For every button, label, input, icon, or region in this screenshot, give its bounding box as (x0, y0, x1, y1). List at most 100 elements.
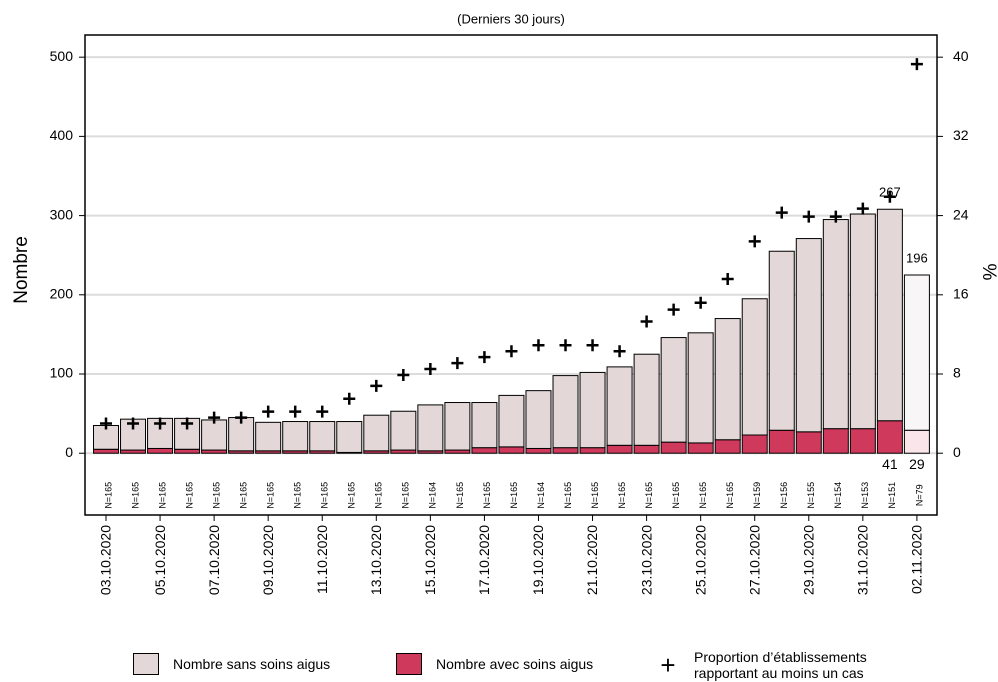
n-label: N=151 (887, 482, 897, 509)
x-tick-label: 15.10.2020 (422, 525, 438, 595)
legend-label: Proportion d’établissements rapportant a… (694, 649, 867, 681)
n-label: N=156 (779, 482, 789, 509)
n-label: N=165 (347, 482, 357, 509)
n-label: N=165 (239, 482, 249, 509)
cross-marker (667, 303, 680, 316)
n-label: N=165 (455, 482, 465, 509)
bar-segment (795, 238, 822, 433)
cross-marker (775, 206, 788, 219)
bar-segment (876, 420, 903, 454)
cross-marker (532, 339, 545, 352)
y2-tick-label: 0 (953, 444, 961, 460)
bar-segment (147, 447, 174, 454)
cross-marker (289, 405, 302, 418)
n-label: N=165 (266, 482, 276, 509)
bar-segment (498, 394, 525, 448)
cross-marker (586, 339, 599, 352)
cross-marker (370, 379, 383, 392)
bar-segment (741, 298, 768, 436)
cross-marker (748, 235, 761, 248)
bar-segment (417, 404, 444, 452)
n-label: N=159 (752, 482, 762, 509)
y2-tick-label: 16 (953, 286, 969, 302)
cross-marker (181, 417, 194, 430)
bar-segment (849, 213, 876, 430)
bar-segment (687, 332, 714, 444)
n-label: N=165 (698, 482, 708, 509)
value-label: 267 (879, 185, 901, 200)
cross-marker (829, 210, 842, 223)
y-tick-label: 500 (50, 48, 74, 64)
legend-swatch: + (660, 650, 676, 680)
x-tick-label: 19.10.2020 (530, 525, 546, 595)
bar-segment (552, 375, 579, 449)
legend-label: Nombre sans soins aigus (173, 656, 331, 672)
bar-segment (660, 441, 687, 454)
bar-segment (390, 410, 417, 451)
n-label: N=165 (103, 482, 113, 509)
bar-segment (822, 219, 849, 430)
n-label: N=154 (833, 482, 843, 509)
n-label: N=165 (374, 482, 384, 509)
n-label: N=165 (590, 482, 600, 509)
bar-segment (174, 448, 201, 454)
cross-marker (343, 392, 356, 405)
bar-segment (660, 337, 687, 443)
value-label: 29 (909, 456, 925, 472)
cross-marker (154, 417, 167, 430)
chart-title: (Derniers 30 jours) (457, 11, 565, 26)
y-tick-label: 100 (50, 365, 74, 381)
legend-swatch (396, 653, 422, 675)
n-label: N=165 (401, 482, 411, 509)
x-tick-label: 17.10.2020 (476, 525, 492, 595)
bar-segment (606, 444, 633, 454)
cross-marker (505, 345, 518, 358)
x-tick-label: 07.10.2020 (206, 525, 222, 595)
bar-segment (579, 447, 606, 454)
cross-marker (100, 417, 112, 430)
cross-marker (640, 315, 653, 328)
n-label: N=165 (482, 482, 492, 509)
plot-frame (84, 34, 938, 516)
n-label: N=155 (806, 482, 816, 509)
cross-marker (316, 405, 329, 418)
x-tick-label: 31.10.2020 (855, 525, 871, 595)
y-tick-label: 300 (50, 206, 74, 222)
value-label: 41 (882, 456, 898, 472)
y2-tick-label: 40 (953, 48, 969, 64)
y2-label: % (978, 264, 998, 281)
n-label: N=165 (563, 482, 573, 509)
n-label: N=165 (293, 482, 303, 509)
n-label: N=165 (211, 482, 221, 509)
bar-segment (309, 421, 336, 452)
bar-segment (714, 318, 741, 441)
bar-segment (768, 429, 795, 454)
n-label: N=164 (428, 482, 438, 509)
bar-segment (795, 431, 822, 454)
chart: (Derniers 30 jours) Nombre % 0 100 200 300 4… (11, 11, 998, 595)
cross-marker (694, 296, 707, 309)
bar-segment (633, 444, 660, 454)
x-tick-label: 25.10.2020 (692, 525, 708, 595)
y-tick-label: 400 (50, 127, 74, 143)
cross-marker (910, 58, 923, 71)
cross-marker (208, 411, 221, 424)
cross-marker (613, 345, 626, 358)
n-label: N=165 (617, 482, 627, 509)
x-tick-label: 02.11.2020 (909, 525, 925, 594)
x-tick-label: 05.10.2020 (152, 525, 168, 595)
n-label: N=79 (914, 484, 924, 506)
bar-segment (93, 448, 119, 454)
bar-segment (741, 434, 768, 454)
legend-item: + Proportion d’établissements rapportant … (656, 649, 894, 681)
n-label: N=165 (157, 482, 167, 509)
cross-marker (802, 210, 815, 223)
bar-segment (363, 414, 390, 452)
bar-segment (282, 421, 309, 452)
bar-segment (498, 446, 525, 454)
bar-segment (201, 419, 228, 451)
bar-segment (471, 402, 498, 449)
legend-item: Nombre avec soins aigus (396, 653, 593, 675)
bar-segment (849, 428, 876, 454)
legend-swatch (133, 653, 159, 675)
